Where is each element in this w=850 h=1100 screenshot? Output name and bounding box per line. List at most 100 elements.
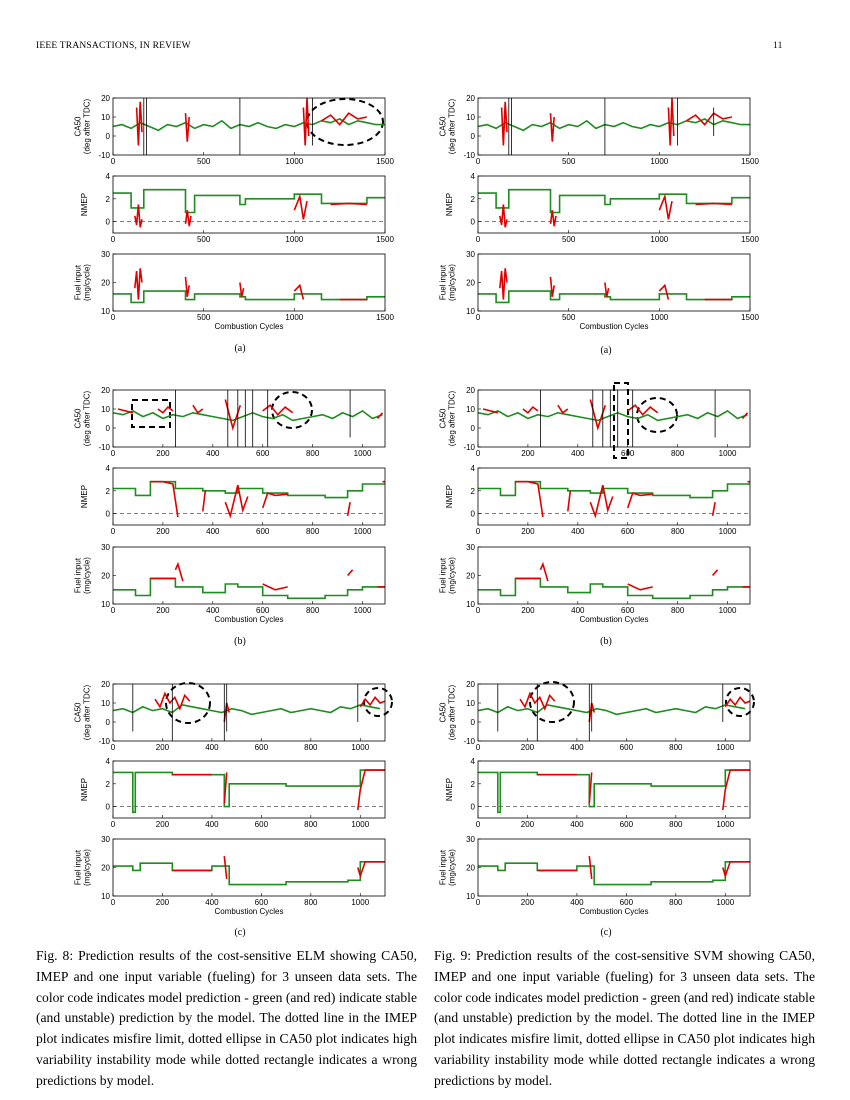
x-tick-label: 400 bbox=[571, 527, 585, 536]
series-line bbox=[150, 561, 385, 591]
x-tick-label: 400 bbox=[206, 527, 220, 536]
y-axis-label: CA50 bbox=[74, 408, 83, 429]
x-tick-label: 1500 bbox=[376, 235, 394, 244]
x-tick-label: 1000 bbox=[285, 313, 303, 322]
axes-box bbox=[112, 389, 386, 448]
y-tick-label: 10 bbox=[466, 699, 475, 708]
series-line bbox=[482, 399, 749, 431]
series-line bbox=[499, 268, 732, 301]
axes-box bbox=[112, 683, 386, 742]
y-tick-label: 10 bbox=[466, 307, 475, 316]
y-tick-label: 0 bbox=[471, 132, 476, 141]
x-tick-label: 1000 bbox=[285, 157, 303, 166]
series-line bbox=[478, 409, 748, 422]
x-tick-label: 800 bbox=[671, 449, 685, 458]
x-tick-label: 600 bbox=[255, 743, 269, 752]
y-tick-label: 10 bbox=[466, 113, 475, 122]
y-tick-label: 10 bbox=[466, 600, 475, 609]
series-line bbox=[478, 188, 750, 214]
axes-box bbox=[112, 253, 386, 312]
axes-box bbox=[477, 760, 751, 819]
x-tick-label: 1000 bbox=[354, 527, 372, 536]
series-line bbox=[478, 769, 750, 814]
y-axis-label: Fuel input bbox=[439, 557, 448, 593]
axes-box bbox=[112, 467, 386, 526]
y-tick-label: 30 bbox=[101, 250, 110, 259]
y-tick-label: -10 bbox=[98, 737, 110, 746]
panel-label: (c) bbox=[234, 927, 246, 938]
y-axis-label: NMEP bbox=[445, 485, 454, 508]
y-tick-label: 2 bbox=[471, 487, 476, 496]
wrong-prediction-rect bbox=[613, 382, 629, 459]
x-tick-label: 1000 bbox=[716, 743, 734, 752]
axes-box bbox=[112, 760, 386, 819]
y-tick-label: 30 bbox=[466, 250, 475, 259]
y-axis-label: CA50 bbox=[439, 116, 448, 137]
y-tick-label: 20 bbox=[101, 386, 110, 395]
y-axis-label: Fuel input bbox=[439, 849, 448, 885]
x-tick-label: 500 bbox=[562, 235, 576, 244]
x-tick-label: 1000 bbox=[354, 606, 372, 615]
axes-box bbox=[112, 838, 386, 897]
x-tick-label: 0 bbox=[476, 449, 481, 458]
series-line bbox=[519, 691, 750, 723]
y-axis-label: NMEP bbox=[445, 778, 454, 801]
x-tick-label: 200 bbox=[156, 449, 170, 458]
panel-label: (a) bbox=[234, 343, 246, 354]
axes-box bbox=[477, 838, 751, 897]
x-axis-label: Combustion Cycles bbox=[580, 907, 649, 916]
x-tick-label: 200 bbox=[521, 606, 535, 615]
series-line bbox=[478, 480, 750, 499]
y-tick-label: 30 bbox=[466, 543, 475, 552]
x-tick-label: 600 bbox=[256, 449, 270, 458]
series-line bbox=[150, 480, 385, 519]
x-axis-label: Combustion Cycles bbox=[580, 322, 649, 331]
x-tick-label: 600 bbox=[621, 527, 635, 536]
x-tick-label: 1500 bbox=[376, 313, 394, 322]
x-tick-label: 1500 bbox=[376, 157, 394, 166]
x-tick-label: 500 bbox=[562, 313, 576, 322]
y-tick-label: 20 bbox=[466, 572, 475, 581]
y-tick-label: 0 bbox=[471, 510, 476, 519]
x-tick-label: 800 bbox=[306, 527, 320, 536]
y-tick-label: 30 bbox=[101, 543, 110, 552]
x-tick-label: 400 bbox=[570, 743, 584, 752]
x-tick-label: 400 bbox=[205, 898, 219, 907]
y-tick-label: 20 bbox=[466, 864, 475, 873]
x-tick-label: 400 bbox=[571, 449, 585, 458]
y-tick-label: 4 bbox=[471, 172, 476, 181]
instability-ellipse bbox=[636, 397, 678, 433]
y-tick-label: 30 bbox=[466, 835, 475, 844]
series-line bbox=[540, 390, 716, 447]
x-tick-label: 200 bbox=[521, 820, 535, 829]
y-axis-label: (mg/cycle) bbox=[83, 557, 92, 594]
x-tick-label: 0 bbox=[111, 743, 116, 752]
y-tick-label: 10 bbox=[101, 405, 110, 414]
x-tick-label: 1000 bbox=[719, 606, 737, 615]
y-tick-label: -10 bbox=[98, 151, 110, 160]
y-tick-label: 20 bbox=[466, 386, 475, 395]
x-tick-label: 1000 bbox=[719, 449, 737, 458]
x-tick-label: 800 bbox=[304, 898, 318, 907]
panel-label: (b) bbox=[234, 636, 246, 647]
x-tick-label: 200 bbox=[521, 449, 535, 458]
running-header: IEEE TRANSACTIONS, IN REVIEW bbox=[36, 41, 191, 51]
x-tick-label: 1500 bbox=[741, 313, 759, 322]
series-line bbox=[508, 98, 715, 155]
series-line bbox=[515, 480, 750, 519]
y-axis-label: NMEP bbox=[80, 485, 89, 508]
y-tick-label: 20 bbox=[101, 94, 110, 103]
x-tick-label: 800 bbox=[306, 449, 320, 458]
x-tick-label: 0 bbox=[111, 606, 116, 615]
y-tick-label: 0 bbox=[471, 803, 476, 812]
x-tick-label: 0 bbox=[476, 235, 481, 244]
series-line bbox=[113, 704, 381, 716]
x-tick-label: 0 bbox=[111, 820, 116, 829]
y-tick-label: 20 bbox=[101, 572, 110, 581]
y-tick-label: 0 bbox=[106, 510, 111, 519]
y-axis-label: CA50 bbox=[74, 702, 83, 723]
x-tick-label: 0 bbox=[111, 527, 116, 536]
y-tick-label: 4 bbox=[106, 464, 111, 473]
